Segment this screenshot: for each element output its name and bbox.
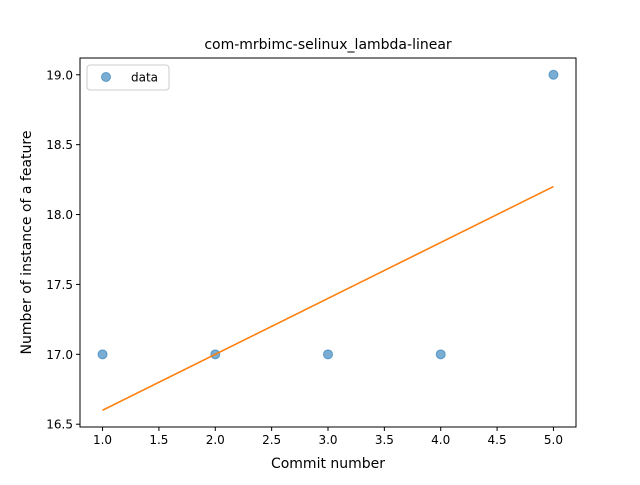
x-tick-label: 5.0 bbox=[544, 433, 563, 447]
y-tick-label: 16.5 bbox=[46, 418, 73, 432]
legend-box bbox=[86, 64, 170, 91]
data-point bbox=[97, 349, 108, 360]
x-tick-label: 2.5 bbox=[262, 433, 281, 447]
chart-title: com-mrbimc-selinux_lambda-linear bbox=[204, 37, 452, 53]
x-tick-label: 4.0 bbox=[431, 433, 450, 447]
y-tick-label: 17.5 bbox=[46, 278, 73, 292]
legend: data bbox=[86, 64, 170, 91]
data-point bbox=[548, 69, 559, 80]
x-tick-label: 1.0 bbox=[93, 433, 112, 447]
legend-label-data: data bbox=[131, 71, 158, 85]
x-tick-label: 3.0 bbox=[318, 433, 337, 447]
x-tick-label: 2.0 bbox=[206, 433, 225, 447]
x-tick-label: 1.5 bbox=[149, 433, 168, 447]
y-tick-label: 19.0 bbox=[46, 68, 73, 82]
x-tick-label: 4.5 bbox=[488, 433, 507, 447]
x-axis-label: Commit number bbox=[271, 456, 385, 472]
y-tick-label: 18.0 bbox=[46, 208, 73, 222]
legend-marker bbox=[101, 72, 111, 82]
data-point bbox=[435, 349, 446, 360]
y-axis-label: Number of instance of a feature bbox=[19, 131, 35, 355]
fit-line bbox=[102, 185, 554, 411]
x-tick-label: 3.5 bbox=[375, 433, 394, 447]
data-point bbox=[323, 349, 333, 360]
ticks-layer: 1.0 1.5 2.0 2.5 3.0 3.5 4.0 4.5 5.0 16.5 17.0 17.5 1… bbox=[46, 68, 563, 447]
y-tick-label: 17.0 bbox=[46, 348, 73, 362]
y-tick-label: 18.5 bbox=[46, 138, 73, 152]
plot-layer bbox=[97, 69, 559, 411]
